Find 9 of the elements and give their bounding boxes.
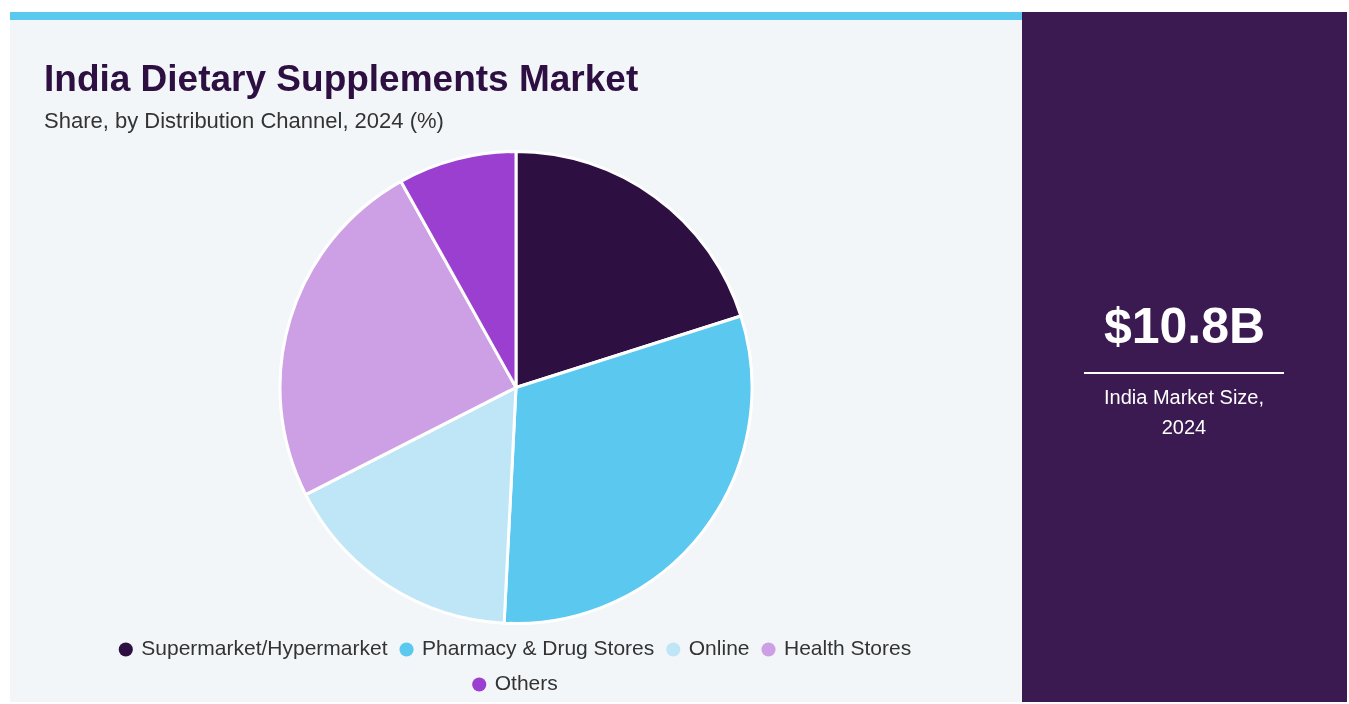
text: $10.8B (1102, 297, 1267, 355)
chart-title: India Dietary Supplements Market (44, 58, 639, 100)
legend-label: Others (494, 671, 558, 695)
legend-label: Supermarket/Hypermarket (141, 636, 388, 660)
text: India Market Size, 2024 (1084, 372, 1284, 442)
legend-label: Online (688, 636, 750, 660)
chart-subtitle: Share, by Distribution Channel, 2024 (%) (44, 108, 444, 134)
legend-label: Health Stores (783, 636, 912, 660)
legend-label: Pharmacy & Drug Stores (422, 636, 655, 660)
